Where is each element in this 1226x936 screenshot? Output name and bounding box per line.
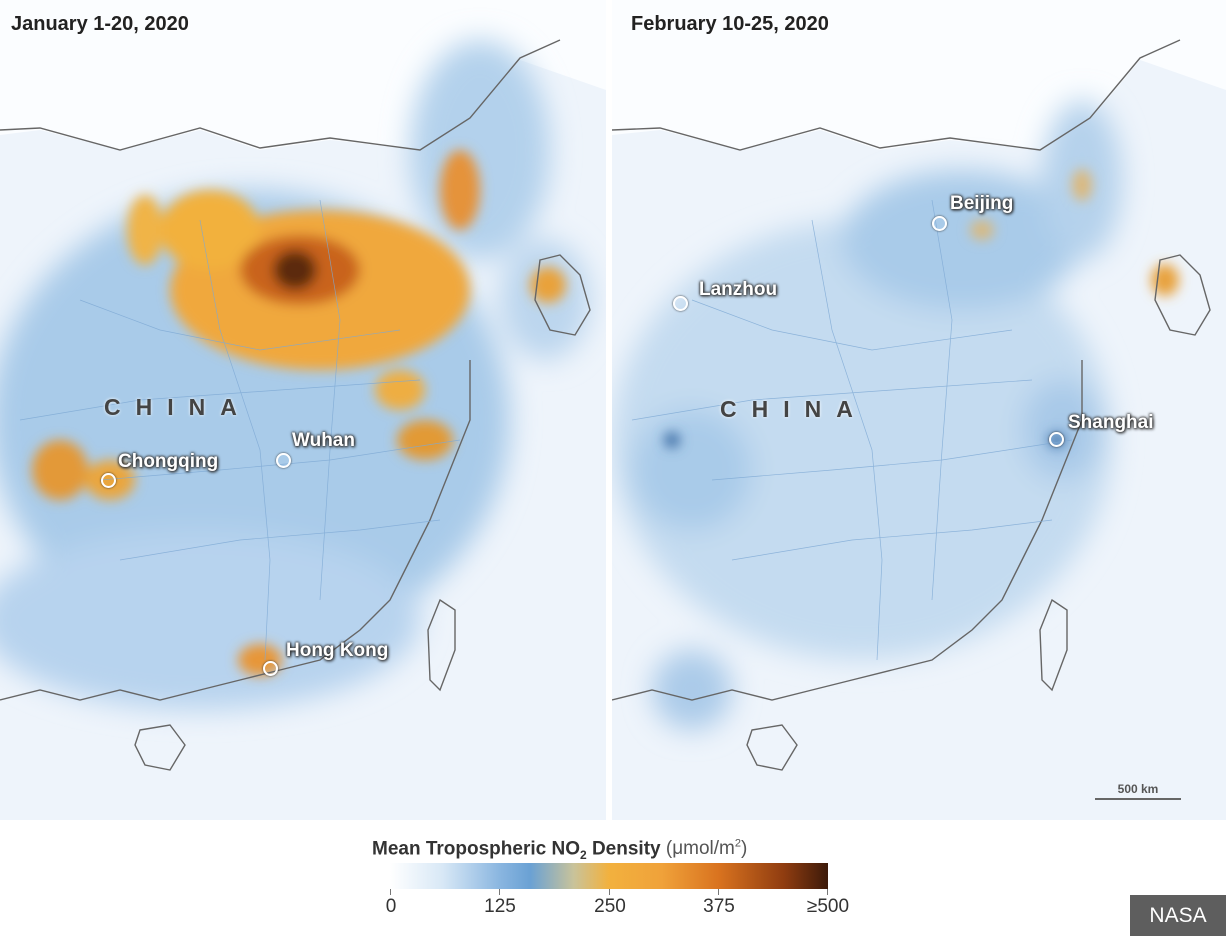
credit-badge: NASA [1130, 895, 1226, 936]
city-marker-lanzhou [673, 296, 688, 311]
city-marker-shanghai [1049, 432, 1064, 447]
country-label-china-feb: CHINA [720, 396, 868, 422]
legend-tick [609, 889, 610, 895]
legend-tick-label-375: 375 [703, 896, 735, 917]
legend-tick-label-0: 0 [385, 896, 397, 917]
legend-title-rest: Density [586, 838, 661, 860]
legend-color-bar [390, 863, 828, 889]
map-panel-february: February 10-25, 2020 CHINA Beijing Lanzh… [612, 0, 1226, 820]
map-january-no2 [0, 0, 606, 820]
city-label-chongqing: Chongqing [118, 451, 219, 472]
city-marker-chongqing [101, 473, 116, 488]
city-marker-wuhan [276, 453, 291, 468]
legend-unit-text: (μmol/m [665, 838, 735, 860]
scale-bar: 500 km [1095, 782, 1181, 800]
legend-tick-label-250: 250 [594, 896, 626, 917]
panel-title-january: January 1-20, 2020 [11, 13, 189, 35]
city-label-beijing: Beijing [950, 193, 1014, 214]
city-label-lanzhou: Lanzhou [699, 279, 778, 300]
scale-bar-label: 500 km [1117, 782, 1159, 796]
legend-unit-sup: 2 [734, 838, 741, 850]
map-february-no2 [612, 0, 1226, 820]
legend-tick-label-500: ≥500 [806, 896, 850, 917]
scale-bar-line [1095, 798, 1181, 800]
city-marker-hong-kong [263, 661, 278, 676]
legend-tick [827, 889, 828, 895]
legend-tick [499, 889, 500, 895]
legend-unit-close: ) [741, 838, 748, 860]
city-label-wuhan: Wuhan [292, 430, 355, 451]
city-label-shanghai: Shanghai [1068, 412, 1154, 433]
city-marker-beijing [932, 216, 947, 231]
map-panel-january: January 1-20, 2020 CHINA Chongqing Wuhan… [0, 0, 606, 820]
legend-tick-label-125: 125 [484, 896, 516, 917]
legend-tick [390, 889, 391, 895]
city-label-hong-kong: Hong Kong [286, 640, 389, 661]
legend-tick [718, 889, 719, 895]
legend-title-sub: 2 [579, 848, 587, 863]
country-label-china: CHINA [104, 394, 252, 420]
legend-unit: (μmol/m2) [666, 838, 747, 859]
panel-title-february: February 10-25, 2020 [631, 13, 829, 35]
legend-title-main: Mean Tropospheric NO [372, 838, 580, 860]
legend-title: Mean Tropospheric NO2 Density (μmol/m2) [372, 838, 747, 862]
